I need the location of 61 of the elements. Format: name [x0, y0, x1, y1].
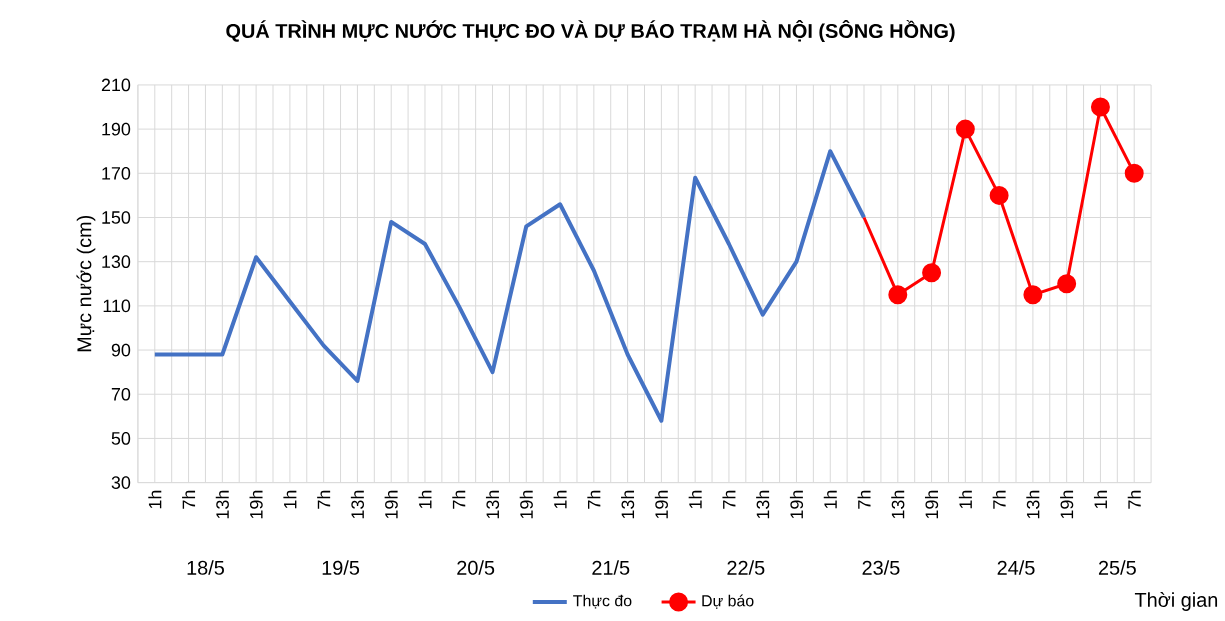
point [1090, 97, 1110, 117]
x-tick-label: 1h [823, 491, 837, 509]
x-tick-label: 7h [857, 491, 871, 509]
point [1023, 285, 1043, 305]
x-tick-label: 13h [350, 491, 365, 519]
y-tick-label: 30 [111, 476, 131, 490]
x-tick-label: 19h [249, 491, 263, 519]
point [922, 263, 942, 283]
x-tick-label: 1h [553, 491, 567, 509]
text: 18/5 [187, 560, 224, 576]
y-tick-label: 150 [102, 211, 131, 225]
y-tick-label: 130 [102, 255, 131, 269]
text: 19/5 [322, 560, 360, 576]
x-tick-label: 19h [1060, 491, 1074, 519]
x-tick-label: 1h [1093, 491, 1107, 509]
x-tick-label: 1h [688, 491, 702, 509]
x-tick-label: 7h [1127, 491, 1141, 509]
x-tick-label: 19h [924, 491, 939, 519]
x-tick-label: 7h [587, 491, 601, 509]
point [989, 186, 1009, 206]
x-tick-label: 7h [992, 491, 1006, 509]
x-tick-label: 1h [283, 491, 297, 509]
x-tick-label: 13h [621, 491, 635, 519]
y-tick-label: 210 [101, 78, 131, 92]
text: 25/5 [1098, 560, 1136, 576]
x-tick-label: 13h [485, 491, 500, 519]
y-tick-label: 50 [111, 432, 131, 446]
x-tick-label: 19h [519, 491, 533, 519]
x-tick-label: 7h [182, 491, 196, 509]
text: 23/5 [862, 560, 900, 576]
legend-label: Thực đo [573, 594, 632, 609]
point [1124, 164, 1144, 184]
point [1057, 274, 1077, 294]
text: 21/5 [592, 560, 630, 576]
x-tick-label: 1h [418, 491, 432, 509]
x-tick-label: 7h [722, 491, 736, 509]
x-tick-label: 19h [384, 491, 398, 519]
legend-label: Dự báo [702, 594, 754, 609]
x-tick-label: 13h [891, 491, 905, 519]
point [955, 119, 975, 139]
y-tick-label: 70 [111, 388, 131, 401]
x-tick-label: 13h [1026, 491, 1040, 519]
x-axis-title: Thời gian [1134, 592, 1218, 612]
x-tick-label: 19h [654, 491, 668, 519]
x-tick-label: 13h [215, 491, 229, 519]
text: 22/5 [727, 560, 765, 576]
text: 24/5 [997, 560, 1035, 576]
y-tick-label: 90 [111, 343, 131, 357]
x-tick-label: 7h [452, 491, 466, 509]
y-axis-title: Mực nước (cm) [76, 216, 96, 352]
text: 20/5 [457, 560, 495, 576]
x-tick-label: 1h [958, 491, 972, 509]
x-tick-label: 1h [148, 491, 162, 509]
chart-title: QUÁ TRÌNH MỰC NƯỚC THỰC ĐO VÀ DỰ BÁO TRẠM HÀ NỘI (SÔNG HỒNG) [226, 20, 955, 43]
x-tick-label: 19h [789, 491, 804, 519]
x-tick-label: 13h [756, 491, 770, 519]
x-tick-label: 7h [317, 491, 331, 509]
y-tick-label: 190 [102, 123, 131, 136]
y-tick-label: 110 [103, 299, 131, 313]
y-tick-label: 170 [102, 167, 131, 180]
point [888, 285, 908, 305]
